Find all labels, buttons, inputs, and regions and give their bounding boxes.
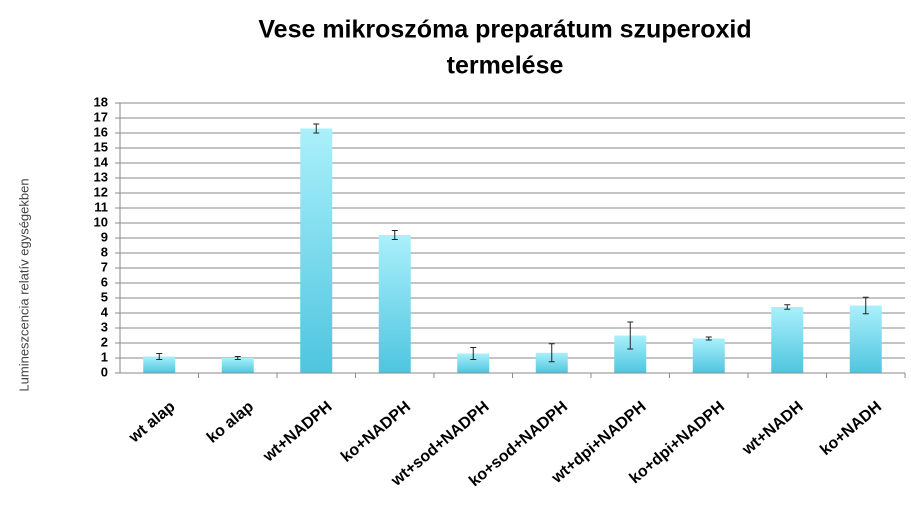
y-tick-label: 12 xyxy=(94,184,108,199)
y-tick-label: 10 xyxy=(94,214,108,229)
y-tick-label: 0 xyxy=(101,364,108,379)
bar xyxy=(300,128,333,373)
y-tick-label: 11 xyxy=(94,199,108,214)
y-axis-label: Lumineszcencia relatív egységekben xyxy=(16,178,31,391)
bar xyxy=(143,356,176,373)
chart-title: Vese mikroszóma preparátum szuperoxid xyxy=(258,16,751,44)
y-tick-label: 1 xyxy=(101,349,108,364)
bar xyxy=(378,235,411,373)
bar xyxy=(457,353,490,373)
bar xyxy=(771,307,804,373)
chart-title: termelése xyxy=(447,52,564,80)
x-tick-label: ko alap xyxy=(204,398,257,447)
y-tick-label: 5 xyxy=(101,289,108,304)
y-tick-label: 7 xyxy=(101,259,108,274)
y-tick-label: 15 xyxy=(94,139,108,154)
y-tick-label: 6 xyxy=(101,274,108,289)
y-tick-label: 2 xyxy=(101,334,108,349)
bar xyxy=(692,338,725,373)
y-tick-label: 8 xyxy=(101,244,108,259)
y-tick-label: 3 xyxy=(101,319,108,334)
x-tick-label: wt alap xyxy=(125,398,178,447)
x-tick-label: wt+NADH xyxy=(739,398,807,459)
bar xyxy=(535,352,568,373)
y-tick-label: 4 xyxy=(101,304,109,319)
x-tick-label: wt+NADPH xyxy=(259,398,335,466)
y-tick-label: 13 xyxy=(94,169,108,184)
y-tick-label: 9 xyxy=(101,229,108,244)
y-tick-label: 16 xyxy=(94,124,108,139)
y-tick-label: 18 xyxy=(94,94,108,109)
bar xyxy=(221,358,254,373)
y-tick-label: 17 xyxy=(94,109,108,124)
x-tick-label: ko+NADH xyxy=(817,398,885,459)
y-tick-label: 14 xyxy=(94,154,109,169)
x-tick-label: ko+NADPH xyxy=(338,398,414,466)
bar xyxy=(849,305,882,373)
